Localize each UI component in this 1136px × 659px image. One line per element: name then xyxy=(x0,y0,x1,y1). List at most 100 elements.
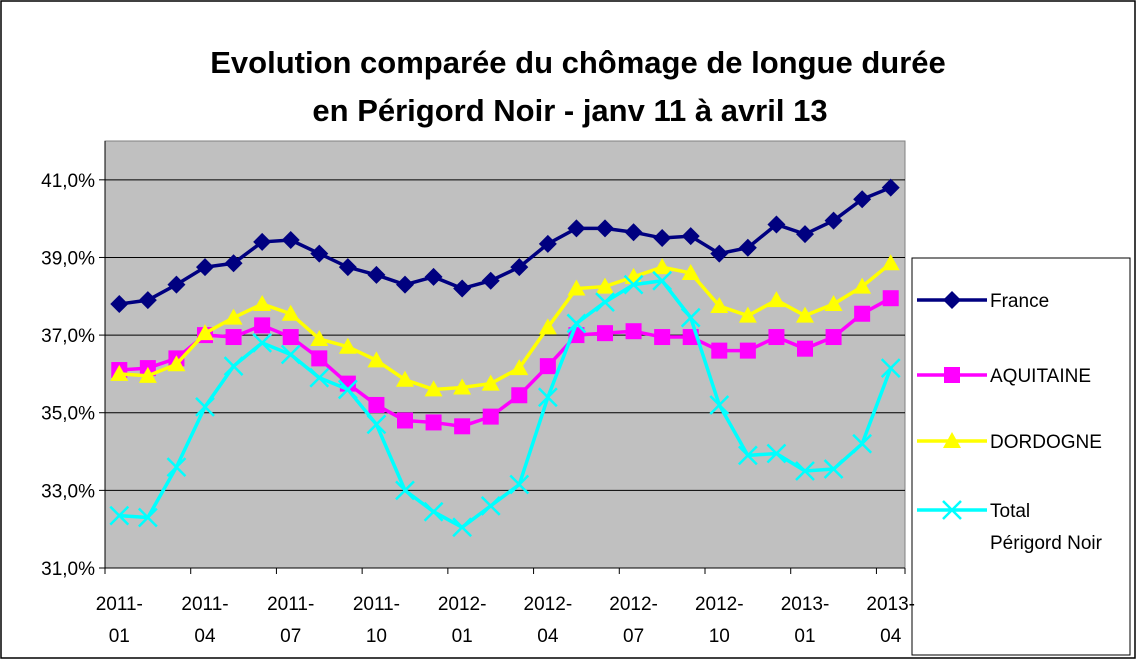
marker xyxy=(853,277,872,294)
marker xyxy=(767,291,786,308)
marker xyxy=(944,367,960,383)
marker xyxy=(852,433,873,454)
series-line xyxy=(119,261,892,392)
marker xyxy=(137,507,158,528)
marker xyxy=(710,296,729,313)
marker xyxy=(510,258,529,277)
marker xyxy=(881,254,900,271)
text-line: 2012- xyxy=(524,594,573,615)
text-line: 04 xyxy=(537,626,559,647)
marker xyxy=(109,505,130,526)
marker xyxy=(653,258,672,275)
x-tick-label: 2012- 10 xyxy=(695,594,744,647)
chart-title: en Périgord Noir - janv 11 à avril 13 xyxy=(312,93,827,128)
marker xyxy=(337,379,358,400)
marker xyxy=(797,340,813,357)
text-line: 2013- xyxy=(781,594,830,615)
marker xyxy=(282,329,299,346)
marker xyxy=(824,295,843,312)
marker xyxy=(739,342,756,359)
marker xyxy=(796,306,814,323)
legend-label: AQUITAINE xyxy=(990,366,1091,387)
marker xyxy=(538,234,557,253)
marker xyxy=(654,329,671,346)
marker xyxy=(738,306,757,323)
marker xyxy=(225,329,242,346)
x-tick-label: 2011- 01 xyxy=(96,594,143,647)
marker xyxy=(510,359,529,376)
marker xyxy=(423,501,444,522)
marker xyxy=(795,461,815,481)
marker xyxy=(224,308,243,325)
marker xyxy=(196,258,214,277)
marker xyxy=(711,342,728,359)
marker xyxy=(167,275,186,294)
marker xyxy=(196,324,214,341)
marker xyxy=(454,418,471,435)
marker xyxy=(481,271,500,290)
marker xyxy=(281,304,300,321)
chart-title: Evolution comparée du chômage de longue … xyxy=(210,45,946,80)
marker xyxy=(280,344,301,365)
marker xyxy=(396,275,414,294)
marker xyxy=(452,517,473,538)
text-line: 10 xyxy=(366,626,387,647)
marker xyxy=(110,295,129,314)
marker xyxy=(596,277,614,294)
x-tick-label: 2012- 04 xyxy=(524,594,573,647)
marker xyxy=(768,329,785,346)
legend-label: France xyxy=(990,291,1049,312)
marker xyxy=(597,325,613,342)
marker xyxy=(567,219,586,238)
x-tick-label: 2013- 01 xyxy=(781,594,830,647)
text-line: 07 xyxy=(623,626,644,647)
text-line: 2011- xyxy=(96,594,143,615)
marker xyxy=(738,238,757,257)
marker xyxy=(595,292,615,312)
marker xyxy=(853,190,872,209)
legend-label: DORDOGNE xyxy=(990,432,1102,453)
marker xyxy=(766,443,787,464)
marker xyxy=(223,356,244,377)
marker xyxy=(943,291,961,309)
text-line: 2011- xyxy=(181,594,228,615)
marker xyxy=(539,358,556,375)
marker xyxy=(481,374,500,391)
marker xyxy=(310,329,329,346)
series-line xyxy=(119,296,892,429)
marker xyxy=(480,496,501,516)
marker xyxy=(881,178,900,197)
marker xyxy=(311,350,328,367)
marker xyxy=(253,295,272,312)
marker xyxy=(882,290,899,307)
marker xyxy=(424,380,443,397)
y-tick-label: 41,0% xyxy=(41,171,95,192)
marker xyxy=(366,414,387,435)
marker xyxy=(567,279,586,296)
marker xyxy=(138,366,157,383)
series-line xyxy=(119,278,893,530)
y-tick-label: 33,0% xyxy=(41,481,95,502)
marker xyxy=(368,396,385,413)
x-tick-label: 2012- 01 xyxy=(438,594,487,647)
marker xyxy=(767,215,786,234)
marker xyxy=(309,367,330,388)
x-tick-label: 2011- 04 xyxy=(181,594,228,647)
plot-area xyxy=(104,140,906,569)
marker xyxy=(596,219,614,238)
marker xyxy=(537,387,558,408)
text-line: 01 xyxy=(452,626,473,647)
marker xyxy=(195,397,215,417)
marker xyxy=(680,307,701,328)
marker xyxy=(854,305,871,322)
marker xyxy=(396,370,414,387)
text-line: 04 xyxy=(194,626,216,647)
text-line: 04 xyxy=(880,626,902,647)
marker xyxy=(942,500,962,520)
marker xyxy=(737,445,758,466)
text-line: 2012- xyxy=(438,594,487,615)
marker xyxy=(681,227,700,246)
text-line: Total xyxy=(990,501,1030,522)
marker xyxy=(825,329,842,346)
